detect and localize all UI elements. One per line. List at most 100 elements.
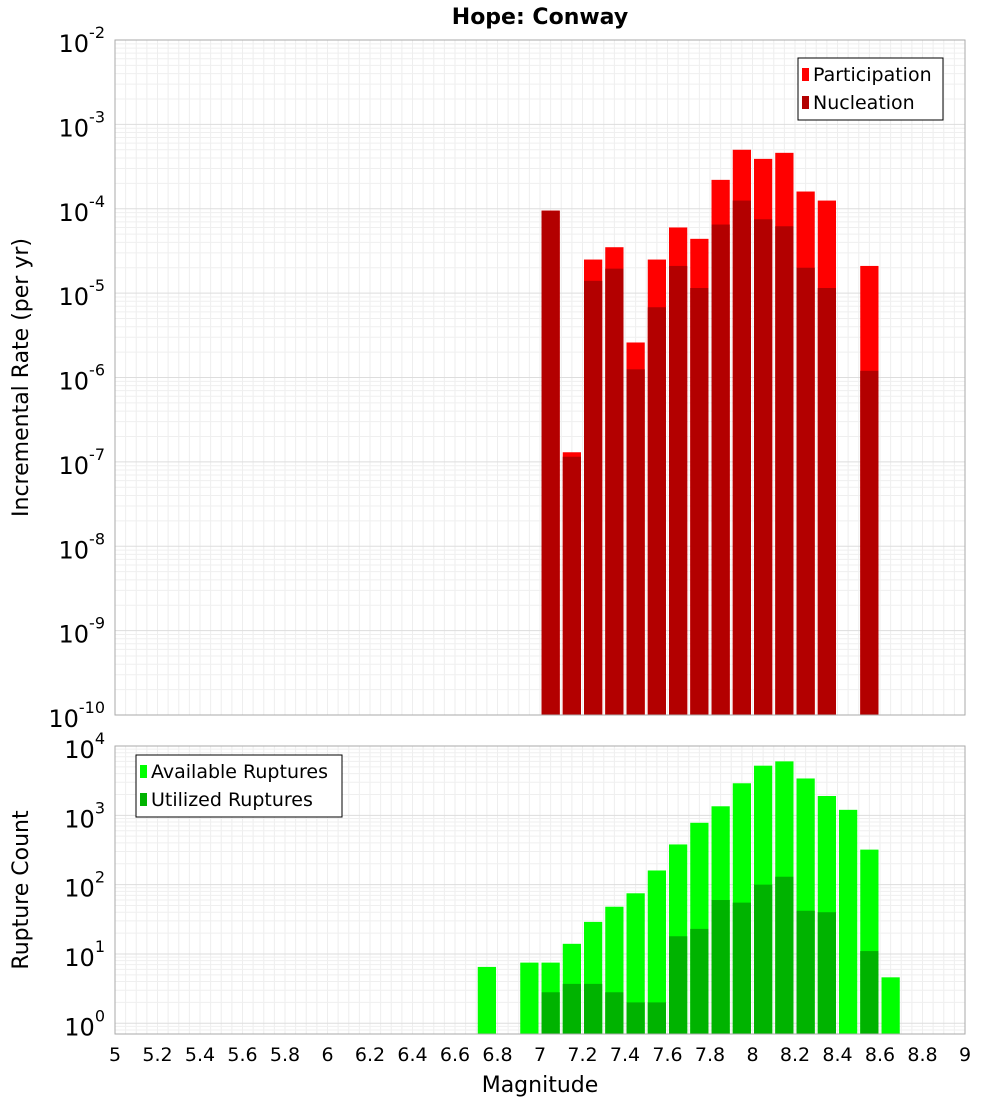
y-tick-label: 10-3 <box>59 107 106 142</box>
bar <box>605 992 624 1034</box>
y-tick-label: 103 <box>64 798 105 833</box>
x-tick-label: 7.4 <box>610 1044 640 1066</box>
bar <box>732 200 751 715</box>
bar <box>477 966 496 1034</box>
y-tick-base: 10 <box>59 621 90 649</box>
bar <box>817 912 836 1034</box>
x-tick-label: 7.6 <box>652 1044 682 1066</box>
y-tick-label: 100 <box>64 1006 105 1041</box>
y-tick-base: 10 <box>64 1013 95 1041</box>
legend-label: Participation <box>813 64 932 86</box>
x-tick-label: 8.4 <box>822 1044 852 1066</box>
legend: Participation Nucleation <box>797 57 944 121</box>
legend-swatch <box>140 765 147 778</box>
y-tick-label: 10-10 <box>48 698 105 733</box>
x-tick-label: 5.8 <box>270 1044 300 1066</box>
x-tick-label: 6.6 <box>440 1044 470 1066</box>
x-tick-label: 6.8 <box>482 1044 512 1066</box>
series-nucleation <box>541 200 879 716</box>
legend: Available Ruptures Utilized Ruptures <box>135 754 343 818</box>
legend-box <box>135 754 343 818</box>
bar <box>626 893 645 1034</box>
y-tick-exponent: 0 <box>95 1006 105 1025</box>
legend-swatch <box>140 793 147 806</box>
bar <box>647 307 666 715</box>
y-tick-label: 10-4 <box>59 192 106 227</box>
x-tick-label: 9 <box>959 1044 971 1066</box>
x-tick-label: 8 <box>746 1044 758 1066</box>
bar <box>584 280 603 715</box>
chart-title: Hope: Conway <box>452 5 628 30</box>
bar <box>711 224 730 715</box>
y-tick-base: 10 <box>64 944 95 972</box>
y-tick-base: 10 <box>59 368 90 396</box>
y-tick-label: 102 <box>64 868 105 903</box>
y-tick-base: 10 <box>59 536 90 564</box>
x-tick-label: 7 <box>534 1044 546 1066</box>
y-tick-base: 10 <box>64 805 95 833</box>
y-tick-exponent: -6 <box>89 361 105 380</box>
y-tick-label: 10-2 <box>59 23 106 58</box>
x-tick-label: 6 <box>321 1044 333 1066</box>
legend-swatch <box>802 68 809 81</box>
x-tick-label: 7.8 <box>695 1044 725 1066</box>
y-tick-exponent: -10 <box>79 698 105 717</box>
bar <box>711 900 730 1034</box>
legend-label: Utilized Ruptures <box>151 789 313 811</box>
x-tick-label: 5.4 <box>185 1044 215 1066</box>
y-tick-exponent: 3 <box>95 798 105 817</box>
bar <box>732 902 751 1034</box>
bar <box>817 288 836 715</box>
bar <box>562 983 581 1034</box>
y-tick-exponent: 2 <box>95 868 105 887</box>
y-tick-label: 10-8 <box>59 529 106 564</box>
bar <box>626 1002 645 1034</box>
bar <box>881 977 900 1034</box>
y-tick-exponent: -4 <box>89 192 105 211</box>
y-tick-label: 101 <box>64 937 105 972</box>
bar <box>647 870 666 1034</box>
bar <box>605 268 624 715</box>
y-tick-exponent: -3 <box>89 107 105 126</box>
legend-label: Available Ruptures <box>151 761 328 783</box>
y-tick-base: 10 <box>64 736 95 764</box>
bar <box>860 370 879 715</box>
legend-label: Nucleation <box>813 92 915 114</box>
x-axis-label: Magnitude <box>482 1073 599 1098</box>
legend-swatch <box>802 96 809 109</box>
bar <box>562 456 581 715</box>
bar <box>669 265 688 715</box>
x-tick-label: 5.2 <box>142 1044 172 1066</box>
y-tick-label: 10-9 <box>59 614 106 649</box>
bar <box>690 288 709 715</box>
bar <box>520 962 539 1034</box>
y-tick-label: 10-7 <box>59 445 106 480</box>
bar <box>626 369 645 715</box>
x-tick-label: 8.2 <box>780 1044 810 1066</box>
bar <box>796 267 815 715</box>
y-tick-exponent: 4 <box>95 729 105 748</box>
y-tick-label: 10-6 <box>59 361 106 396</box>
bar <box>647 1002 666 1034</box>
y-tick-base: 10 <box>59 199 90 227</box>
bar <box>690 928 709 1034</box>
x-tick-labels: 5 5.2 5.4 5.6 5.8 6 6.2 6.4 6.6 6.8 7 7.2 7.4 7.6 7.8 8… <box>109 1044 971 1066</box>
y-tick-exponent: -5 <box>89 276 105 295</box>
y-tick-label: 10-5 <box>59 276 106 311</box>
y-tick-exponent: -8 <box>89 529 105 548</box>
x-tick-label: 6.2 <box>355 1044 385 1066</box>
x-tick-label: 8.6 <box>865 1044 895 1066</box>
panel-1: 10-1010-910-810-710-610-510-410-310-2Hop… <box>9 5 966 733</box>
bar <box>754 884 773 1034</box>
plot-frame <box>114 39 966 716</box>
x-tick-label: 7.2 <box>567 1044 597 1066</box>
bar <box>669 936 688 1034</box>
y-tick-exponent: 1 <box>95 937 105 956</box>
legend-box <box>797 57 944 121</box>
bar <box>796 910 815 1034</box>
series-utilized-ruptures <box>541 876 879 1034</box>
bar <box>584 983 603 1034</box>
y-tick-exponent: -7 <box>89 445 105 464</box>
